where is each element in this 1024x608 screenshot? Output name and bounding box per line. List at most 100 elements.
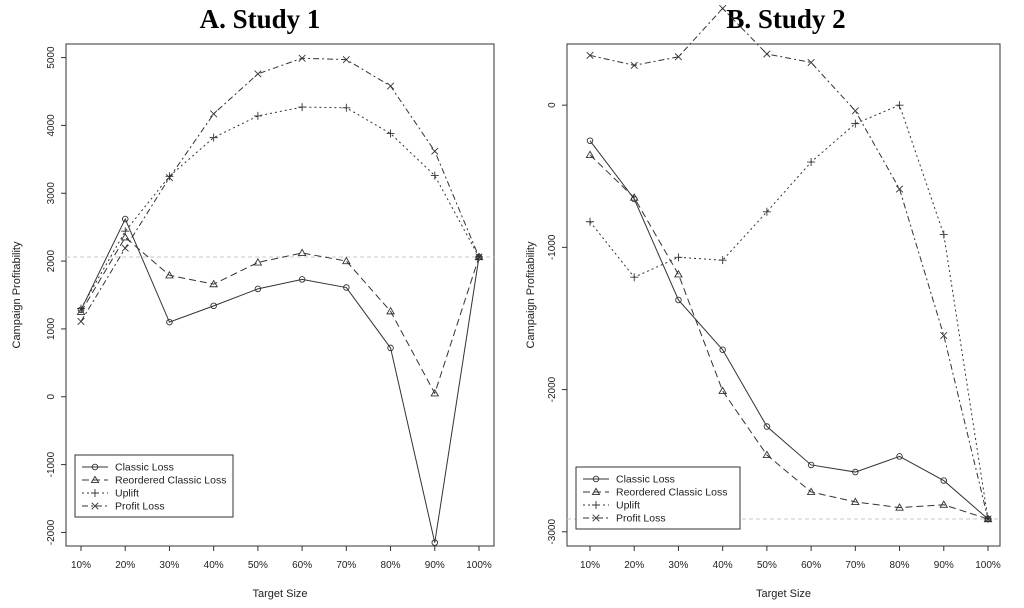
data-point (630, 61, 638, 69)
y-tick-label: -2000 (46, 519, 57, 545)
y-tick-label: -1000 (46, 451, 57, 477)
data-point (895, 503, 904, 511)
legend-label: Profit Loss (115, 501, 165, 513)
data-point (343, 284, 350, 291)
data-point (342, 103, 351, 112)
data-point (763, 50, 771, 58)
data-point (121, 215, 129, 223)
data-point (586, 137, 594, 144)
data-point (430, 388, 440, 397)
y-axis-label: Campaign Profitability (525, 241, 537, 348)
legend-marker (91, 489, 99, 497)
data-point (939, 230, 948, 239)
x-tick-label: 10% (71, 560, 91, 571)
data-point (342, 55, 350, 64)
legend-marker (592, 475, 600, 483)
legend-label: Classic Loss (115, 462, 174, 474)
data-point (718, 386, 728, 395)
x-tick-label: 90% (934, 560, 954, 571)
legend-marker (592, 514, 600, 522)
data-point (298, 103, 307, 112)
series-line-profit-loss (80, 57, 480, 322)
x-tick-label: 10% (580, 560, 600, 571)
panel-b-title: B. Study 2 (726, 4, 846, 34)
data-point (120, 232, 130, 241)
x-tick-label: 20% (115, 560, 135, 571)
data-point (718, 256, 727, 265)
plot-frame (65, 43, 495, 547)
legend-marker (592, 501, 600, 509)
data-point (165, 172, 174, 181)
data-point (807, 461, 815, 469)
data-point (253, 257, 263, 266)
data-point (896, 453, 903, 460)
data-point (431, 147, 439, 155)
data-point (940, 477, 948, 484)
data-point (895, 185, 904, 193)
data-point (674, 253, 683, 262)
data-point (77, 317, 85, 326)
x-tick-label: 60% (292, 560, 312, 571)
x-tick-label: 90% (425, 560, 445, 571)
x-axis-label: Target Size (252, 588, 307, 600)
data-point (297, 248, 307, 256)
x-tick-label: 70% (336, 560, 356, 571)
data-point (850, 497, 860, 505)
x-tick-label: 80% (890, 560, 910, 571)
y-tick-label: 5000 (46, 46, 57, 69)
data-point (341, 256, 351, 265)
data-point (586, 51, 594, 59)
data-point (253, 111, 262, 120)
x-tick-label: 50% (248, 560, 268, 571)
chart-panel-0: -2000 -1000 0 1000 2000 3000 4000 5000 10% 20% 30%… (11, 43, 495, 600)
data-point (674, 269, 683, 278)
y-tick-label: 2000 (46, 250, 57, 273)
chart-panel-1: -3000 -2000 -1000 0 10% 20% 30% 40% 50% 60% 70% 80%… (525, 4, 1001, 600)
y-tick-label: 1000 (46, 317, 57, 340)
data-point (719, 4, 727, 13)
data-point (76, 307, 86, 316)
y-tick-label: 0 (46, 394, 57, 400)
series-line-reordered-classic-loss (80, 236, 480, 395)
data-point (386, 129, 395, 138)
legend-marker (90, 475, 100, 484)
data-point (430, 171, 439, 180)
series-line-profit-loss (589, 7, 989, 520)
data-point (210, 302, 217, 310)
data-point (210, 110, 218, 118)
legend-label: Reordered Classic Loss (616, 487, 727, 499)
legend-marker (91, 463, 99, 471)
data-point (431, 539, 439, 546)
data-point (586, 217, 594, 226)
data-point (298, 54, 306, 62)
data-point (806, 487, 816, 496)
series-line-uplift (80, 106, 480, 309)
data-point (807, 58, 815, 67)
x-tick-label: 50% (757, 560, 777, 571)
x-tick-label: 20% (624, 560, 644, 571)
data-point (475, 253, 483, 261)
x-tick-label: 60% (801, 560, 821, 571)
data-point (386, 306, 395, 315)
data-point (630, 273, 639, 282)
x-tick-label: 40% (713, 560, 733, 571)
data-point (77, 304, 85, 313)
data-point (939, 500, 949, 508)
data-point (254, 70, 262, 78)
data-point (851, 107, 859, 115)
y-tick-label: 3000 (46, 182, 57, 205)
data-point (940, 331, 948, 340)
data-point (762, 207, 771, 216)
series-line-uplift (589, 104, 989, 520)
data-point (121, 244, 129, 252)
legend-label: Reordered Classic Loss (115, 475, 226, 487)
data-point (675, 296, 682, 304)
data-point (851, 119, 860, 128)
data-point (165, 174, 174, 182)
data-point (674, 53, 683, 61)
data-point (166, 318, 173, 326)
x-tick-label: 40% (204, 560, 224, 571)
data-point (121, 227, 130, 236)
panel-a-title: A. Study 1 (199, 4, 321, 34)
